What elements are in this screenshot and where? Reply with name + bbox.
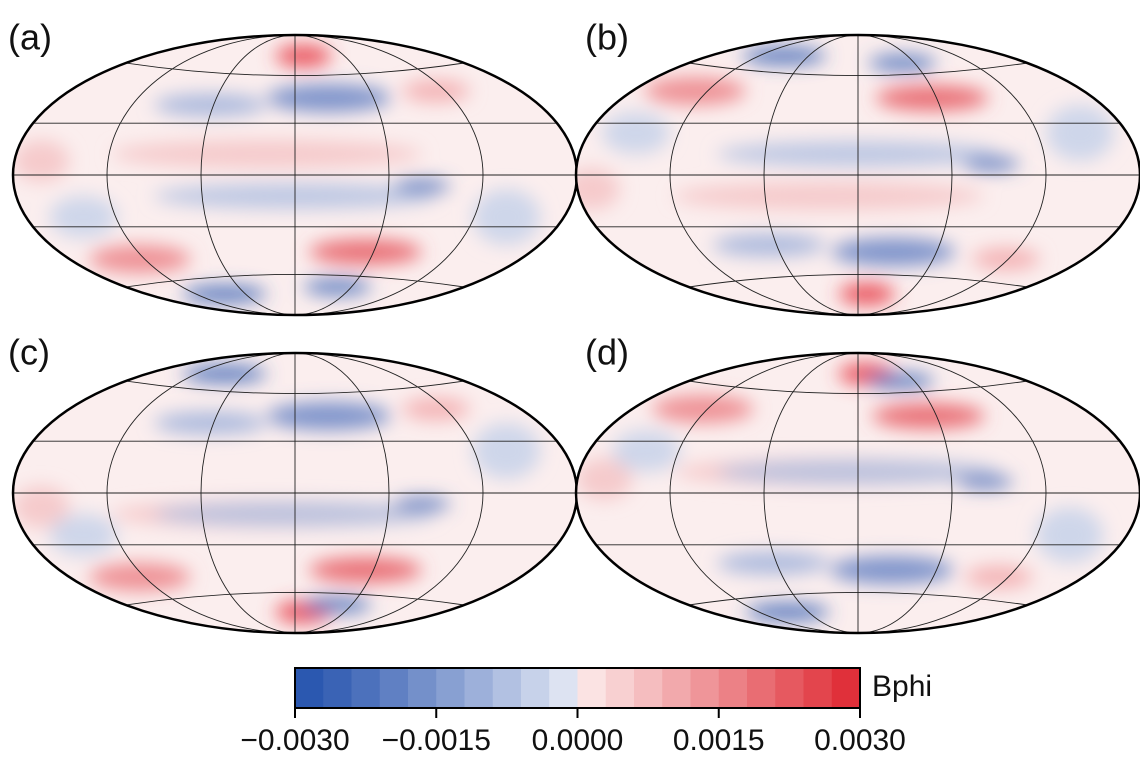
- meridian: [200, 35, 390, 315]
- colorbar-bin: [577, 668, 607, 708]
- field-blob: [972, 247, 1040, 271]
- colorbar-bin: [492, 668, 522, 708]
- colorbar-bin: [662, 668, 691, 708]
- panel-label: (c): [8, 332, 50, 373]
- colorbar-bin: [831, 668, 861, 708]
- field-blob: [472, 423, 541, 479]
- colorbar-bin: [718, 668, 748, 708]
- field-blob: [963, 156, 1020, 171]
- colorbar-bin: [351, 668, 381, 708]
- colorbar-bin: [549, 668, 578, 708]
- colorbar-bin: [323, 668, 352, 708]
- field-blob: [872, 403, 985, 429]
- map-outline: [574, 351, 1140, 635]
- field-blob: [13, 140, 70, 182]
- field-blob: [875, 85, 989, 111]
- field-blob: [652, 395, 754, 423]
- field-blob: [154, 411, 267, 435]
- meridian: [200, 353, 390, 633]
- field-blob: [309, 239, 422, 265]
- field-blob: [89, 245, 191, 273]
- field-blob: [956, 474, 1014, 489]
- colorbar-bin: [521, 668, 550, 708]
- field-blob: [402, 79, 470, 103]
- meridian: [669, 353, 1047, 633]
- field-blob: [576, 458, 633, 500]
- field-blob: [89, 563, 191, 591]
- colorbar-tick-label: −0.0030: [240, 724, 349, 757]
- field-blob: [182, 365, 267, 383]
- field-blob: [303, 596, 372, 614]
- colorbar-bin: [690, 668, 720, 708]
- map-panel: [576, 353, 1140, 633]
- field-pattern: [13, 365, 541, 624]
- field-blob: [1035, 507, 1104, 563]
- meridian: [669, 35, 1047, 315]
- field-blob: [673, 182, 984, 210]
- field-blob: [111, 140, 422, 168]
- field-blob: [712, 233, 826, 257]
- field-blob: [49, 196, 118, 238]
- colorbar-bin: [803, 668, 833, 708]
- meridian: [106, 35, 484, 315]
- field-blob: [745, 603, 830, 621]
- colorbar-tick-label: 0.0015: [673, 724, 765, 757]
- map-panel: [13, 353, 577, 633]
- field-blob: [644, 77, 746, 105]
- field-blob: [831, 238, 956, 266]
- panel-label: (a): [8, 17, 52, 58]
- field-blob: [309, 557, 422, 583]
- panel-label: (d): [585, 332, 629, 373]
- colorbar-tick-label: 0.0000: [532, 724, 624, 757]
- field-blob: [965, 565, 1033, 589]
- field-blob: [838, 282, 896, 306]
- field-blob: [49, 514, 118, 556]
- colorbar-bin: [634, 668, 663, 708]
- field-pattern: [13, 44, 541, 303]
- field-blob: [402, 397, 470, 421]
- field-pattern: [576, 362, 1104, 621]
- panel-label: (b): [585, 17, 629, 58]
- colorbar-bin: [605, 668, 635, 708]
- field-blob: [303, 278, 372, 296]
- colorbar-bin: [379, 668, 409, 708]
- field-blob: [741, 47, 827, 65]
- colorbar-tick-label: −0.0015: [382, 724, 491, 757]
- field-blob: [612, 430, 681, 472]
- meridian: [763, 35, 953, 315]
- field-blob: [602, 112, 670, 154]
- colorbar-bin: [408, 668, 437, 708]
- meridian: [763, 353, 953, 633]
- map-outline: [574, 33, 1140, 317]
- field-pattern: [576, 47, 1114, 306]
- colorbar-tick-label: 0.0030: [814, 724, 906, 757]
- field-blob: [275, 44, 332, 68]
- colorbar-bin: [747, 668, 776, 708]
- colorbar-bin: [464, 668, 494, 708]
- map-panel: [576, 35, 1140, 315]
- colorbar-bin: [295, 668, 324, 708]
- colorbar-bin: [775, 668, 804, 708]
- field-blob: [868, 54, 937, 72]
- field-blob: [866, 372, 935, 390]
- field-blob: [393, 179, 451, 194]
- field-blob: [1046, 105, 1114, 161]
- colorbar-bin: [436, 668, 465, 708]
- field-blob: [182, 285, 267, 303]
- meridian: [106, 353, 484, 633]
- field-blob: [829, 556, 954, 584]
- field-blob: [472, 189, 541, 245]
- map-panel: [13, 35, 577, 315]
- field-blob: [13, 486, 70, 528]
- field-blob: [717, 551, 830, 575]
- field-blob: [266, 402, 391, 430]
- colorbar-label: Bphi: [872, 670, 932, 703]
- field-blob: [266, 84, 391, 112]
- field-blob: [154, 93, 267, 117]
- field-blob: [393, 497, 451, 512]
